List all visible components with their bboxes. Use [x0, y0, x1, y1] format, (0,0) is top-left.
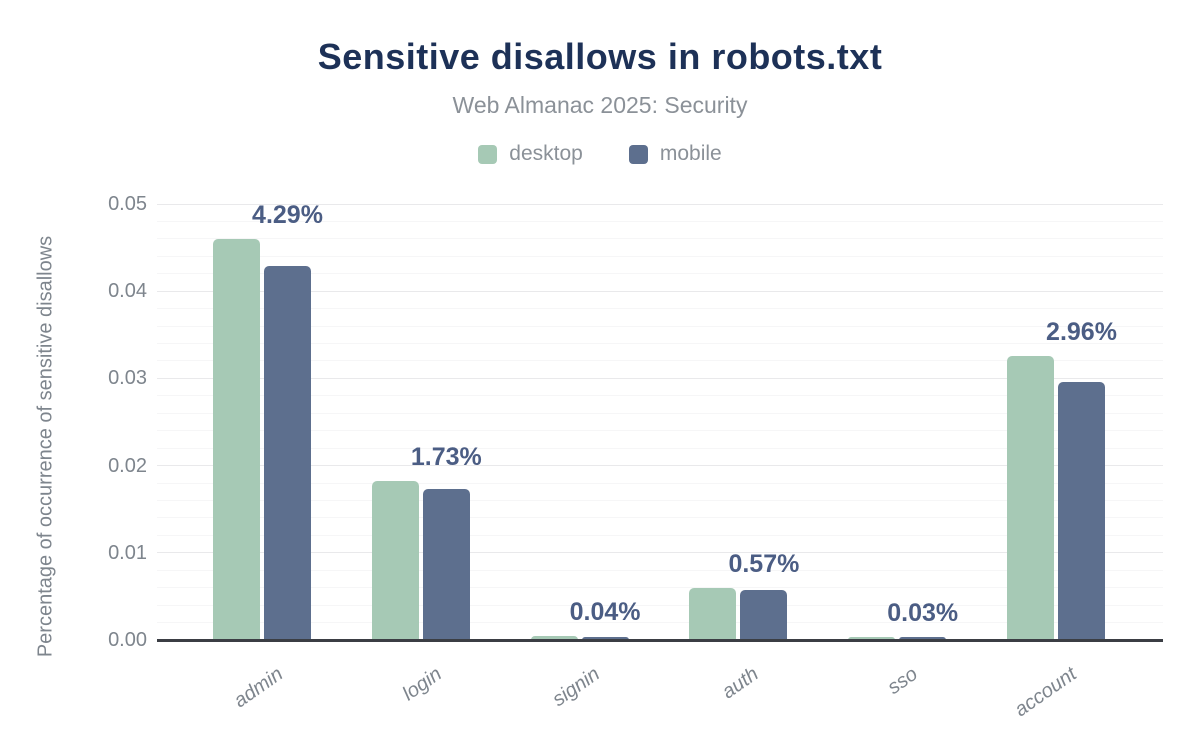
minor-gridline: [157, 325, 1163, 327]
major-gridline: [157, 203, 1163, 205]
data-label-auth: 0.57%: [728, 549, 800, 578]
minor-gridline: [157, 569, 1163, 571]
x-tick-label-account: account: [1010, 663, 1081, 722]
data-label-login: 1.73%: [410, 443, 482, 472]
legend-item-mobile[interactable]: mobile: [628, 142, 722, 166]
data-label-account: 2.96%: [1046, 317, 1117, 346]
bar-mobile-signin[interactable]: [581, 636, 629, 640]
minor-gridline: [157, 430, 1163, 432]
minor-gridline: [157, 220, 1163, 222]
minor-gridline: [157, 238, 1163, 240]
data-label-sso: 0.03%: [887, 599, 959, 627]
x-tick-label-auth: auth: [718, 663, 764, 704]
minor-gridline: [157, 308, 1163, 310]
major-gridline: [157, 465, 1163, 467]
x-tick-label-login: login: [398, 663, 446, 706]
bar-desktop-account[interactable]: [1007, 355, 1054, 640]
y-tick-label: 0.05: [108, 193, 147, 215]
minor-gridline: [157, 447, 1163, 449]
chart-title: Sensitive disallows in robots.txt: [317, 36, 883, 77]
legend-label-mobile: mobile: [659, 142, 722, 165]
data-label-admin: 4.29%: [252, 200, 323, 229]
x-tick-label-admin: admin: [229, 663, 287, 713]
minor-gridline: [157, 499, 1163, 501]
minor-gridline: [157, 255, 1163, 257]
minor-gridline: [157, 343, 1163, 345]
bar-mobile-auth[interactable]: [740, 590, 788, 640]
bar-desktop-admin[interactable]: [213, 238, 260, 640]
bar-mobile-account[interactable]: [1058, 381, 1105, 640]
y-tick-label: 0.00: [108, 629, 147, 651]
bar-desktop-login[interactable]: [371, 481, 419, 640]
y-tick-label: 0.03: [108, 367, 147, 390]
y-tick-label: 0.04: [108, 280, 147, 303]
minor-gridline: [157, 482, 1163, 484]
data-label-signin: 0.04%: [569, 597, 641, 626]
desktop-swatch-icon: [478, 144, 498, 164]
chart-subtitle: Web Almanac 2025: Security: [452, 92, 748, 118]
legend: desktop mobile: [0, 142, 1200, 166]
minor-gridline: [157, 604, 1163, 606]
x-tick-label-sso: sso: [883, 663, 922, 699]
major-gridline: [157, 377, 1163, 379]
minor-gridline: [157, 587, 1163, 589]
y-tick-label: 0.02: [108, 454, 147, 477]
minor-gridline: [157, 273, 1163, 275]
x-axis-line: [157, 639, 1163, 642]
bar-mobile-admin[interactable]: [264, 265, 311, 640]
minor-gridline: [157, 517, 1163, 519]
major-gridline: [157, 290, 1163, 292]
x-tick-label-signin: signin: [548, 663, 605, 711]
legend-label-desktop: desktop: [509, 142, 583, 165]
minor-gridline: [157, 534, 1163, 536]
legend-item-desktop[interactable]: desktop: [478, 142, 583, 166]
bar-mobile-sso[interactable]: [899, 637, 947, 640]
bar-desktop-sso[interactable]: [848, 637, 896, 640]
bar-desktop-signin[interactable]: [530, 635, 578, 640]
minor-gridline: [157, 395, 1163, 397]
y-tick-label: 0.01: [108, 541, 147, 564]
major-gridline: [157, 552, 1163, 554]
bar-desktop-auth[interactable]: [689, 587, 737, 640]
minor-gridline: [157, 412, 1163, 414]
minor-gridline: [157, 360, 1163, 362]
minor-gridline: [157, 622, 1163, 624]
mobile-swatch-icon: [628, 144, 648, 164]
bar-mobile-login[interactable]: [422, 489, 470, 640]
